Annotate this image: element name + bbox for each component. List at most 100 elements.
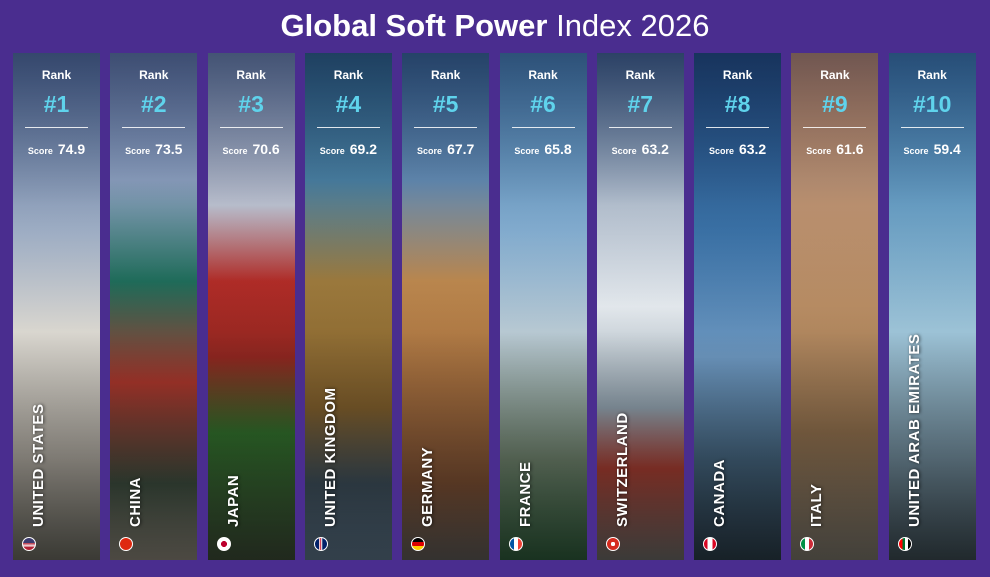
score: 73.5: [155, 141, 183, 157]
score: 61.6: [836, 141, 864, 157]
flag-icon: [508, 537, 523, 551]
rank: #4: [335, 91, 362, 117]
score: 63.2: [738, 141, 767, 157]
score-label: Score: [319, 146, 345, 156]
divider: [511, 127, 575, 128]
rank: #8: [724, 91, 751, 117]
country-name: FRANCE: [516, 461, 534, 528]
score: 65.8: [544, 141, 572, 157]
score-label: Score: [806, 146, 832, 156]
rank-label: Rank: [820, 68, 850, 82]
score-row: Score 70.6: [208, 141, 295, 159]
country-name: UNITED ARAB EMIRATES: [905, 333, 923, 527]
country-card: Rank #5 Score 67.7 GERMANY: [402, 53, 490, 560]
divider: [25, 127, 88, 128]
photo-overlay: [402, 53, 490, 560]
photo-overlay: [207, 53, 295, 560]
score-label: Score: [708, 146, 734, 156]
score-label: Score: [125, 146, 151, 156]
country-card: Rank #6 Score 65.8 FRANCE: [499, 53, 587, 560]
flag-icon: [313, 537, 328, 551]
divider: [706, 127, 770, 128]
country-card: Rank #9 Score 61.6 ITALY: [791, 53, 879, 560]
score-row: Score 67.7: [402, 141, 489, 159]
country-name: SWITZERLAND: [613, 412, 631, 527]
photo-overlay: [304, 53, 392, 560]
score: 69.2: [349, 141, 378, 157]
photo-overlay: [888, 53, 976, 560]
rank-label: Rank: [333, 68, 364, 82]
rank: #9: [822, 91, 848, 117]
score-label: Score: [417, 146, 443, 156]
score-label: Score: [903, 146, 929, 156]
rank: #2: [141, 91, 167, 117]
photo-overlay: [791, 53, 879, 560]
title-bold: Global Soft Power: [280, 8, 548, 43]
country-card: Rank #4 Score 69.2 UNITED KINGDOM: [304, 53, 392, 560]
score: 67.7: [447, 141, 475, 157]
score: 59.4: [933, 141, 961, 157]
rank-label: Rank: [528, 68, 558, 82]
photo-overlay: [110, 53, 198, 560]
rank-label: Rank: [236, 68, 266, 82]
rank: #3: [238, 91, 264, 117]
divider: [122, 127, 186, 128]
title: Global Soft Power Index 2026: [0, 6, 990, 46]
rank: #1: [43, 91, 70, 117]
country-card: Rank #2 Score 73.5 CHINA: [110, 53, 198, 560]
country-card: Rank #3 Score 70.6 JAPAN: [207, 53, 295, 560]
divider: [608, 127, 672, 128]
country-name: GERMANY: [419, 446, 437, 527]
rank-label: Rank: [625, 68, 655, 82]
divider: [316, 127, 380, 128]
divider: [900, 127, 964, 128]
photo-overlay: [13, 53, 100, 560]
score-row: Score 65.8: [500, 141, 587, 159]
score-label: Score: [222, 146, 248, 156]
country-name: JAPAN: [224, 474, 242, 527]
rank-label: Rank: [917, 68, 947, 82]
divider: [219, 127, 283, 128]
score-row: Score 63.2: [694, 141, 781, 159]
flag-icon: [119, 537, 134, 551]
country-card: Rank #1 Score 74.9 UNITED STATES: [13, 53, 100, 560]
rank-label: Rank: [41, 68, 72, 82]
score-label: Score: [514, 146, 540, 156]
flag-icon: [703, 537, 718, 551]
flag-icon: [411, 537, 426, 551]
score-row: Score 69.2: [305, 141, 392, 159]
photo-overlay: [596, 53, 684, 560]
score-row: Score 74.9: [13, 141, 100, 159]
country-card: Rank #7 Score 63.2 SWITZERLAND: [596, 53, 684, 560]
rank: #10: [913, 91, 952, 117]
country-name: ITALY: [808, 483, 826, 527]
rank: #5: [432, 91, 459, 117]
score-row: Score 59.4: [889, 141, 976, 159]
rank-label: Rank: [139, 68, 169, 82]
score-label: Score: [27, 146, 53, 156]
score-row: Score 73.5: [110, 141, 197, 159]
flag-icon: [605, 537, 620, 551]
score-label: Score: [611, 146, 637, 156]
rank: #7: [627, 91, 654, 117]
rank-label: Rank: [431, 68, 461, 82]
country-card: Rank #10 Score 59.4 UNITED ARAB EMIRATES: [888, 53, 976, 560]
photo-overlay: [694, 53, 782, 560]
country-name: CHINA: [127, 477, 145, 527]
title-regular: Index 2026: [556, 8, 710, 43]
score: 70.6: [252, 141, 280, 157]
score-row: Score 61.6: [791, 141, 878, 159]
country-name: CANADA: [711, 459, 729, 527]
country-card: Rank #8 Score 63.2 CANADA: [694, 53, 782, 560]
divider: [803, 127, 867, 128]
score: 74.9: [57, 141, 86, 157]
country-name: UNITED STATES: [30, 403, 47, 527]
rank-label: Rank: [722, 68, 753, 82]
score-row: Score 63.2: [597, 141, 684, 159]
score: 63.2: [641, 141, 669, 157]
flag-icon: [897, 537, 912, 551]
divider: [414, 127, 478, 128]
flag-icon: [216, 537, 231, 551]
rank: #6: [530, 91, 556, 117]
